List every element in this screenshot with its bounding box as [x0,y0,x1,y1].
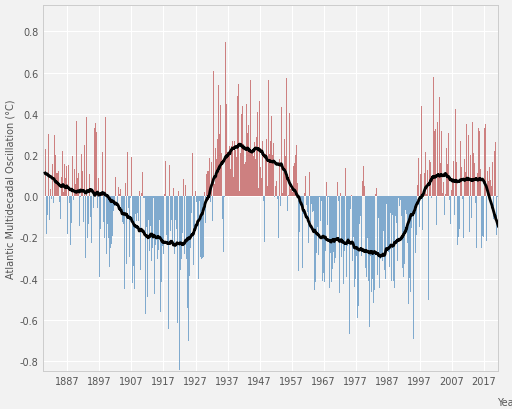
Y-axis label: Atlantic Multidecadal Oscillation (°C): Atlantic Multidecadal Oscillation (°C) [6,99,15,278]
X-axis label: Year: Year [497,397,512,407]
